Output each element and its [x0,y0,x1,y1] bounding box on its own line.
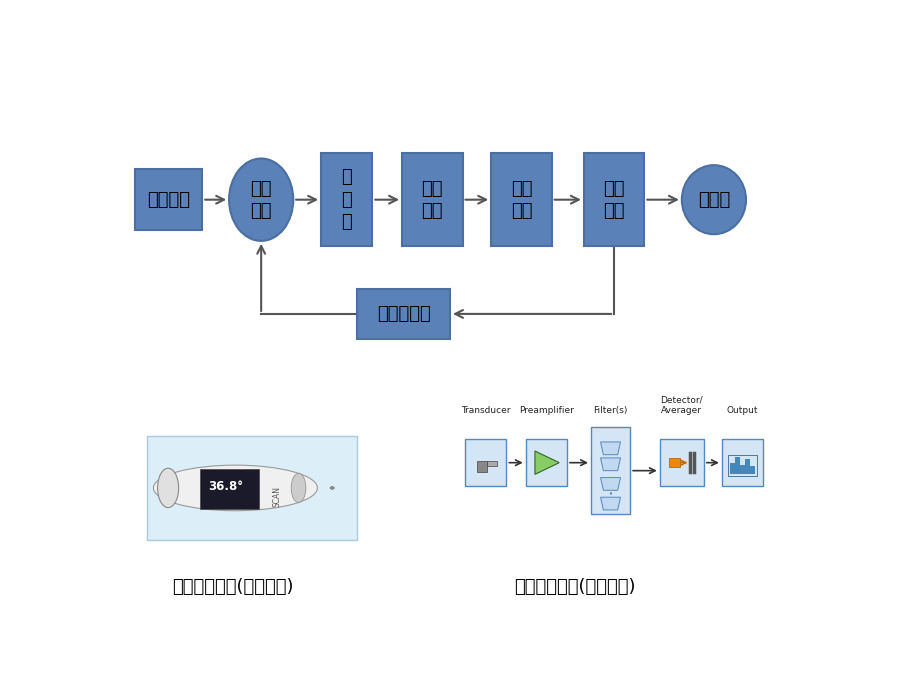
Text: Detector/
Averager: Detector/ Averager [660,395,702,415]
FancyBboxPatch shape [199,469,258,509]
FancyBboxPatch shape [147,436,357,540]
Polygon shape [534,451,559,474]
Text: Filter(s): Filter(s) [593,406,627,415]
FancyBboxPatch shape [357,288,449,339]
FancyBboxPatch shape [721,440,762,486]
FancyBboxPatch shape [668,458,680,467]
Bar [734,457,739,474]
Text: 简单测试系统(红外体温): 简单测试系统(红外体温) [172,578,293,595]
Text: 显示
纪录: 显示 纪录 [603,179,624,220]
FancyBboxPatch shape [525,440,566,486]
Bar [730,463,733,474]
Text: 信号
处理: 信号 处理 [510,179,531,220]
Text: 36.8°: 36.8° [209,480,244,493]
Text: 信号
调理: 信号 调理 [421,179,443,220]
FancyBboxPatch shape [491,153,551,246]
Ellipse shape [681,165,745,234]
Text: 被测
对象: 被测 对象 [250,179,272,220]
Polygon shape [600,477,619,491]
Text: SCAN: SCAN [273,486,282,506]
Text: 复杂测试系统(振动测量): 复杂测试系统(振动测量) [514,578,635,595]
Text: 传
感
器: 传 感 器 [341,168,352,231]
Bar [750,466,754,474]
Ellipse shape [157,469,178,508]
Ellipse shape [153,465,317,511]
Circle shape [329,486,335,490]
Polygon shape [600,458,619,471]
Text: 反馈、控制: 反馈、控制 [377,305,430,323]
FancyBboxPatch shape [487,461,496,466]
Polygon shape [600,497,619,510]
FancyBboxPatch shape [477,460,487,472]
FancyBboxPatch shape [659,440,703,486]
FancyBboxPatch shape [465,440,505,486]
Text: Transducer: Transducer [460,406,510,415]
Ellipse shape [229,159,293,241]
FancyBboxPatch shape [402,153,462,246]
FancyBboxPatch shape [584,153,643,246]
Text: Preamplifier: Preamplifier [518,406,573,415]
Polygon shape [600,442,619,455]
Ellipse shape [290,473,305,502]
Text: 激励装置: 激励装置 [147,190,189,208]
FancyBboxPatch shape [321,153,372,246]
Text: 观察者: 观察者 [697,190,730,208]
Text: Output: Output [726,406,757,415]
FancyBboxPatch shape [590,427,630,515]
Bar [744,460,749,474]
Bar [740,465,743,474]
FancyBboxPatch shape [134,169,202,230]
